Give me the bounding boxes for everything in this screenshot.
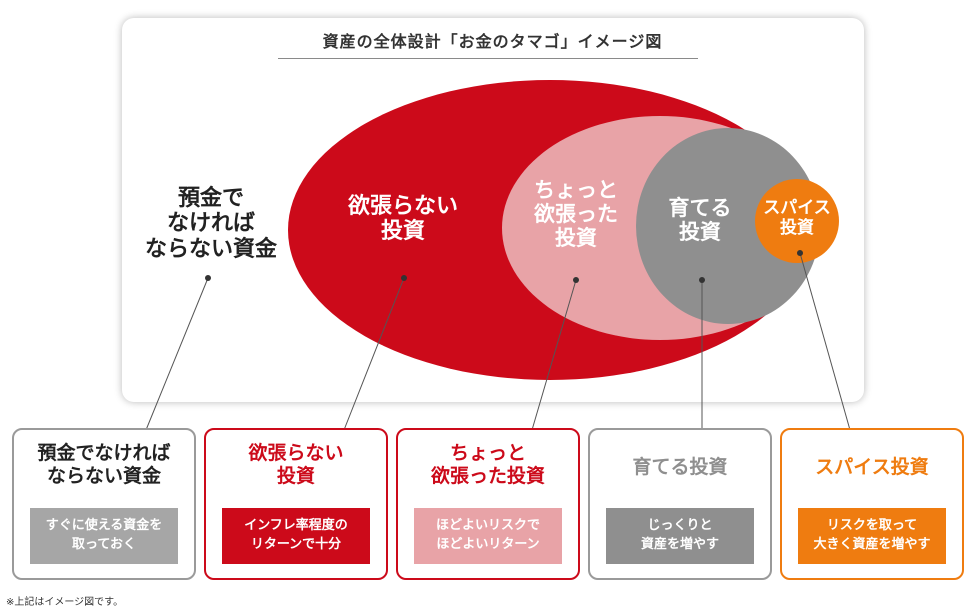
card-title-pink: ちょっと 欲張った投資 [430,442,545,487]
connector-line-red [343,277,405,431]
title-divider [278,58,698,59]
card-gray: 育てる投資 じっくりと 資産を増やす [588,428,772,580]
region-label-gray: 育てる 投資 [668,195,732,245]
footnote: ※上記はイメージ図です。 [6,597,124,608]
marker-dot-deposit [205,275,211,281]
card-title-orange: スパイス投資 [815,456,929,478]
region-label-pink: ちょっと 欲張った 投資 [534,177,618,251]
orange-circle [755,179,839,263]
card-red: 欲張らない 投資 インフレ率程度の リターンで十分 [204,428,388,580]
card-title-red: 欲張らない 投資 [248,442,344,487]
connector-line-orange [799,252,851,431]
card-title-gray: 育てる投資 [632,456,728,478]
marker-dot-pink [573,277,579,283]
marker-dot-red [401,275,407,281]
diagram-title: 資産の全体設計「お金のタマゴ」イメージ図 [322,32,663,51]
marker-dot-orange [797,250,803,256]
card-pink: ちょっと 欲張った投資 ほどよいリスクで ほどよいリターン [396,428,580,580]
connector-line-deposit [145,277,209,431]
card-desc-red: インフレ率程度の リターンで十分 [222,508,370,564]
card-title-deposit: 預金でなければ ならない資金 [37,442,171,487]
connector-line-pink [531,279,577,431]
card-desc-deposit: すぐに使える資金を 取っておく [30,508,178,564]
card-desc-pink: ほどよいリスクで ほどよいリターン [414,508,562,564]
card-desc-orange: リスクを取って 大きく資産を増やす [798,508,946,564]
region-label-red: 欲張らない 投資 [347,193,458,245]
region-label-orange: スパイス 投資 [763,198,831,238]
region-label-deposit: 預金で なければ ならない資金 [144,185,277,262]
card-orange: スパイス投資 リスクを取って 大きく資産を増やす [780,428,964,580]
card-deposit: 預金でなければ ならない資金 すぐに使える資金を 取っておく [12,428,196,580]
gray-egg [636,128,820,324]
marker-dot-gray [699,277,705,283]
card-desc-gray: じっくりと 資産を増やす [606,508,754,564]
